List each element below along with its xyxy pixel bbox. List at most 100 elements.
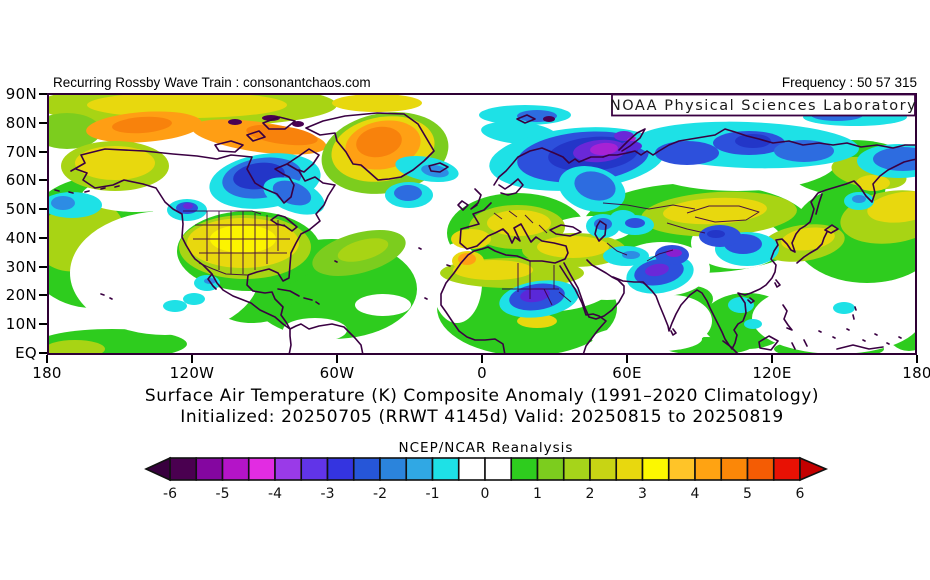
anomaly-blob bbox=[655, 141, 719, 165]
colorbar-cell bbox=[562, 457, 591, 481]
lon-tick-label: 120E bbox=[752, 364, 792, 382]
lat-tick bbox=[39, 237, 47, 239]
coastline-se-asia-islands bbox=[670, 279, 884, 354]
colorbar-tick-label: 2 bbox=[586, 486, 595, 502]
lat-tick-label: 20N bbox=[5, 286, 37, 304]
anomaly-blob bbox=[47, 340, 105, 355]
anomaly-blob bbox=[543, 116, 555, 122]
anomaly-blob bbox=[625, 218, 645, 228]
colorbar-tick-label: 1 bbox=[533, 486, 542, 502]
anomaly-blob bbox=[774, 140, 834, 162]
anomaly-blob bbox=[867, 191, 917, 223]
anomaly-map: NOAA Physical Sciences Laboratory bbox=[47, 93, 917, 355]
lat-tick-label: 50N bbox=[5, 200, 37, 218]
noaa-label-box: NOAA Physical Sciences Laboratory bbox=[610, 93, 916, 117]
coastline-baltic bbox=[498, 178, 524, 196]
anomaly-blob bbox=[520, 287, 550, 303]
colorbar-cell bbox=[457, 457, 486, 481]
lat-tick-label: 10N bbox=[5, 315, 37, 333]
lon-tick bbox=[771, 355, 773, 363]
lat-tick-label: 40N bbox=[5, 229, 37, 247]
coastline-africa-east bbox=[559, 265, 607, 355]
coastline-japan bbox=[796, 193, 839, 264]
anomaly-blob bbox=[728, 297, 754, 313]
colorbar: -6 -5 -4 -3 -2 -1 0 1 2 3 4 5 6 bbox=[144, 456, 829, 502]
lat-tick-label: 60N bbox=[5, 171, 37, 189]
colorbar-cell bbox=[720, 457, 749, 481]
anomaly-blob bbox=[246, 124, 318, 146]
colorbar-cell bbox=[300, 457, 329, 481]
coastline-scandinavia bbox=[493, 147, 604, 186]
anomaly-blob bbox=[355, 294, 411, 316]
colorbar-cell bbox=[746, 457, 775, 481]
anomaly-blob bbox=[283, 318, 347, 342]
anomaly-blob bbox=[262, 115, 280, 121]
colorbar-cell bbox=[431, 457, 460, 481]
coastline-na-west bbox=[75, 168, 292, 355]
anomaly-blob bbox=[622, 251, 640, 259]
anomaly-blob bbox=[183, 203, 193, 209]
header-source-text: Recurring Rossby Wave Train : consonantc… bbox=[53, 75, 371, 90]
coastline-black-sea bbox=[549, 224, 582, 237]
anomaly-blob bbox=[112, 116, 172, 134]
colorbar-cell bbox=[195, 457, 224, 481]
lat-tick bbox=[39, 266, 47, 268]
noaa-label-background bbox=[611, 93, 916, 117]
lon-tick-label: 120W bbox=[169, 364, 215, 382]
colorbar-cell bbox=[379, 457, 408, 481]
coastline-svalbard bbox=[516, 114, 536, 124]
border-us-states bbox=[193, 211, 290, 274]
country-borders-layer bbox=[183, 202, 760, 306]
coastline-caspian bbox=[594, 220, 607, 242]
anomaly-blob bbox=[337, 238, 389, 262]
coastline-uk-ireland bbox=[457, 188, 482, 211]
border-asia bbox=[602, 202, 760, 262]
colorbar-cell bbox=[326, 457, 355, 481]
colorbar-tick-label: -5 bbox=[216, 486, 230, 502]
coastline-greenland bbox=[305, 112, 435, 181]
colorbar-tick-label: 6 bbox=[796, 486, 805, 502]
colorbar-tick-label: -6 bbox=[163, 486, 177, 502]
header-frequency-text: Frequency : 50 57 315 bbox=[781, 75, 917, 90]
colorbar-cell bbox=[274, 457, 303, 481]
colorbar-left-arrow bbox=[144, 456, 171, 482]
anomaly-blob bbox=[332, 94, 422, 112]
coastline-island-dots bbox=[54, 185, 902, 345]
anomaly-blob bbox=[87, 93, 287, 118]
colorbar-cell bbox=[510, 457, 539, 481]
lon-tick bbox=[916, 355, 918, 363]
colorbar-cell bbox=[772, 457, 801, 481]
lat-tick bbox=[39, 122, 47, 124]
coastline-europe-africa bbox=[440, 202, 569, 355]
colorbar-cell bbox=[405, 457, 434, 481]
anomaly-blob bbox=[833, 302, 855, 314]
anomaly-blob bbox=[592, 326, 702, 352]
lon-tick bbox=[46, 355, 48, 363]
lon-tick-label: 180 bbox=[32, 364, 62, 382]
border-europe bbox=[493, 210, 548, 234]
lon-tick-label: 60W bbox=[319, 364, 355, 382]
anomaly-blob bbox=[663, 197, 767, 225]
lat-tick-label: EQ bbox=[15, 344, 37, 362]
lon-tick bbox=[191, 355, 193, 363]
lat-tick-label: 90N bbox=[5, 85, 37, 103]
colorbar-tick-label: -4 bbox=[268, 486, 282, 502]
colorbar-cell bbox=[667, 457, 696, 481]
lat-tick bbox=[39, 323, 47, 325]
coastline-asia-south bbox=[612, 158, 917, 350]
anomaly-blob bbox=[852, 195, 866, 203]
anomaly-blob bbox=[183, 293, 205, 305]
colorbar-tick-label: -3 bbox=[321, 486, 335, 502]
coastline-arctic-islands bbox=[214, 116, 320, 173]
lon-tick bbox=[336, 355, 338, 363]
colorbar-cell bbox=[694, 457, 723, 481]
colorbar-tick-label: -1 bbox=[426, 486, 440, 502]
anomaly-blob bbox=[75, 146, 155, 180]
lon-tick-label: 180 bbox=[902, 364, 930, 382]
colorbar-cell bbox=[589, 457, 618, 481]
anomaly-blob bbox=[594, 218, 612, 230]
anomaly-blob bbox=[666, 249, 682, 257]
anomaly-blob bbox=[292, 121, 304, 127]
anomaly-blob bbox=[707, 230, 725, 238]
map-frame bbox=[47, 93, 917, 355]
